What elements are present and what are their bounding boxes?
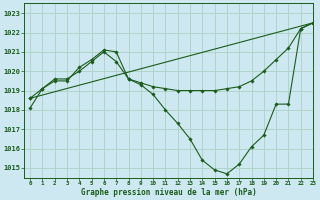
X-axis label: Graphe pression niveau de la mer (hPa): Graphe pression niveau de la mer (hPa) bbox=[81, 188, 256, 197]
